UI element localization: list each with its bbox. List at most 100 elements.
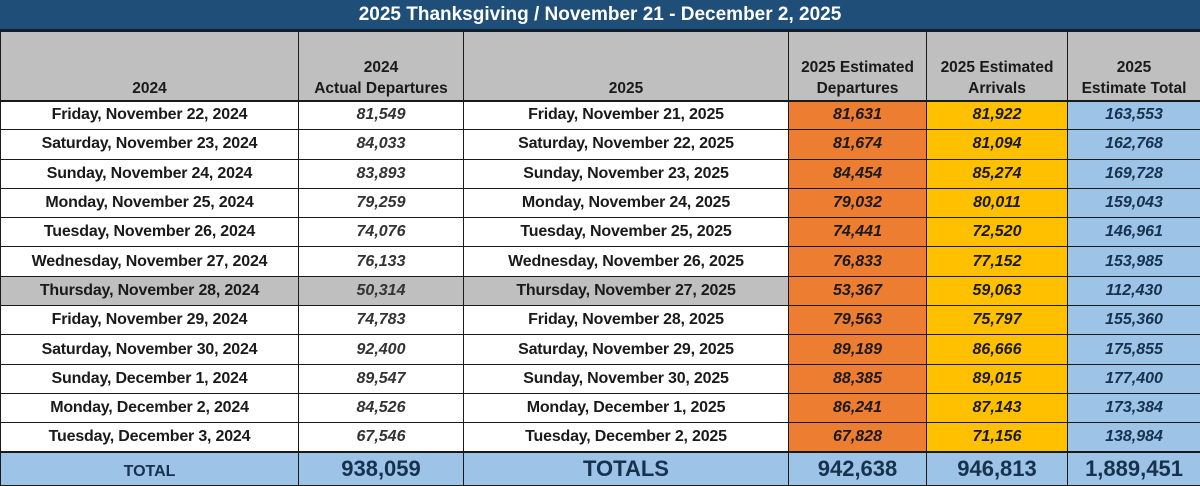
est-total-cell: 163,553 — [1068, 101, 1200, 130]
table-row: Monday, December 2, 2024 84,526 Monday, … — [1, 393, 1200, 422]
header-line2: Arrivals — [927, 78, 1067, 99]
total-est-departures: 942,638 — [789, 452, 927, 485]
date-2024-cell: Monday, December 2, 2024 — [1, 393, 299, 422]
departures-2024-cell: 84,033 — [299, 130, 464, 159]
date-2024-cell: Friday, November 22, 2024 — [1, 101, 299, 130]
est-total-cell: 146,961 — [1068, 218, 1200, 247]
table-row: Friday, November 29, 2024 74,783 Friday,… — [1, 306, 1200, 335]
departures-2024-cell: 74,783 — [299, 306, 464, 335]
est-departures-cell: 74,441 — [789, 218, 927, 247]
est-arrivals-cell: 77,152 — [927, 247, 1068, 276]
header-line1: 2025 — [1068, 57, 1200, 78]
date-2025-cell: Tuesday, December 2, 2025 — [464, 423, 789, 452]
departures-2024-cell: 83,893 — [299, 159, 464, 188]
header-line1: 2025 Estimated — [927, 57, 1067, 78]
est-departures-cell: 86,241 — [789, 393, 927, 422]
table-row: Saturday, November 30, 2024 92,400 Satur… — [1, 335, 1200, 364]
header-line1: 2025 Estimated — [789, 57, 926, 78]
date-2024-cell: Saturday, November 30, 2024 — [1, 335, 299, 364]
est-arrivals-cell: 86,666 — [927, 335, 1068, 364]
est-total-cell: 169,728 — [1068, 159, 1200, 188]
est-arrivals-cell: 71,156 — [927, 423, 1068, 452]
est-departures-cell: 84,454 — [789, 159, 927, 188]
est-departures-cell: 89,189 — [789, 335, 927, 364]
table-row: Tuesday, December 3, 2024 67,546 Tuesday… — [1, 423, 1200, 452]
est-total-cell: 155,360 — [1068, 306, 1200, 335]
total-2024-label: TOTAL — [1, 452, 299, 485]
date-2024-cell: Sunday, December 1, 2024 — [1, 364, 299, 393]
date-2024-cell: Wednesday, November 27, 2024 — [1, 247, 299, 276]
date-2024-cell: Friday, November 29, 2024 — [1, 306, 299, 335]
date-2025-cell: Thursday, November 27, 2025 — [464, 276, 789, 305]
est-departures-cell: 81,674 — [789, 130, 927, 159]
est-total-cell: 177,400 — [1068, 364, 1200, 393]
est-departures-cell: 76,833 — [789, 247, 927, 276]
departures-2024-cell: 79,259 — [299, 188, 464, 217]
table-title: 2025 Thanksgiving / November 21 - Decemb… — [0, 0, 1200, 31]
table-row: Tuesday, November 26, 2024 74,076 Tuesda… — [1, 218, 1200, 247]
est-total-cell: 153,985 — [1068, 247, 1200, 276]
est-arrivals-cell: 87,143 — [927, 393, 1068, 422]
est-arrivals-cell: 81,094 — [927, 130, 1068, 159]
departures-2024-cell: 67,546 — [299, 423, 464, 452]
date-2024-cell: Thursday, November 28, 2024 — [1, 276, 299, 305]
est-total-cell: 159,043 — [1068, 188, 1200, 217]
est-arrivals-cell: 75,797 — [927, 306, 1068, 335]
est-arrivals-cell: 89,015 — [927, 364, 1068, 393]
total-2024-departures: 938,059 — [299, 452, 464, 485]
est-arrivals-cell: 59,063 — [927, 276, 1068, 305]
date-2025-cell: Friday, November 28, 2025 — [464, 306, 789, 335]
est-arrivals-cell: 72,520 — [927, 218, 1068, 247]
date-2025-cell: Wednesday, November 26, 2025 — [464, 247, 789, 276]
header-2025-date: 2025 — [464, 32, 789, 101]
date-2024-cell: Saturday, November 23, 2024 — [1, 130, 299, 159]
total-est-total: 1,889,451 — [1068, 452, 1200, 485]
departures-2024-cell: 74,076 — [299, 218, 464, 247]
est-arrivals-cell: 80,011 — [927, 188, 1068, 217]
est-departures-cell: 67,828 — [789, 423, 927, 452]
header-line2: Estimate Total — [1068, 78, 1200, 99]
date-2025-cell: Saturday, November 29, 2025 — [464, 335, 789, 364]
est-total-cell: 112,430 — [1068, 276, 1200, 305]
est-arrivals-cell: 85,274 — [927, 159, 1068, 188]
header-line2: Actual Departures — [299, 78, 463, 99]
table-row: Sunday, December 1, 2024 89,547 Sunday, … — [1, 364, 1200, 393]
est-departures-cell: 81,631 — [789, 101, 927, 130]
est-total-cell: 175,855 — [1068, 335, 1200, 364]
date-2024-cell: Monday, November 25, 2024 — [1, 188, 299, 217]
est-total-cell: 162,768 — [1068, 130, 1200, 159]
header-line1: 2024 — [299, 57, 463, 78]
est-arrivals-cell: 81,922 — [927, 101, 1068, 130]
totals-2025-label: TOTALS — [464, 452, 789, 485]
header-2024-date: 2024 — [1, 32, 299, 101]
departures-2024-cell: 89,547 — [299, 364, 464, 393]
date-2025-cell: Sunday, November 30, 2025 — [464, 364, 789, 393]
est-departures-cell: 79,032 — [789, 188, 927, 217]
est-departures-cell: 53,367 — [789, 276, 927, 305]
table-row: Wednesday, November 27, 2024 76,133 Wedn… — [1, 247, 1200, 276]
header-row: 2024 2024 Actual Departures 2025 2025 Es… — [1, 32, 1200, 101]
date-2024-cell: Sunday, November 24, 2024 — [1, 159, 299, 188]
table-row: Friday, November 22, 2024 81,549 Friday,… — [1, 101, 1200, 130]
table-row: Monday, November 25, 2024 79,259 Monday,… — [1, 188, 1200, 217]
header-line2: 2024 — [1, 78, 298, 99]
est-total-cell: 138,984 — [1068, 423, 1200, 452]
departures-2024-cell: 50,314 — [299, 276, 464, 305]
totals-row: TOTAL 938,059 TOTALS 942,638 946,813 1,8… — [1, 452, 1200, 485]
table-row: Sunday, November 24, 2024 83,893 Sunday,… — [1, 159, 1200, 188]
departures-2024-cell: 81,549 — [299, 101, 464, 130]
header-2025-est-arrivals: 2025 Estimated Arrivals — [927, 32, 1068, 101]
departures-2024-cell: 92,400 — [299, 335, 464, 364]
est-total-cell: 173,384 — [1068, 393, 1200, 422]
header-line2: Departures — [789, 78, 926, 99]
date-2025-cell: Tuesday, November 25, 2025 — [464, 218, 789, 247]
thanksgiving-day-row: Thursday, November 28, 2024 50,314 Thurs… — [1, 276, 1200, 305]
travel-forecast-table: 2024 2024 Actual Departures 2025 2025 Es… — [0, 31, 1200, 486]
est-departures-cell: 88,385 — [789, 364, 927, 393]
date-2025-cell: Friday, November 21, 2025 — [464, 101, 789, 130]
date-2025-cell: Monday, December 1, 2025 — [464, 393, 789, 422]
departures-2024-cell: 76,133 — [299, 247, 464, 276]
date-2025-cell: Saturday, November 22, 2025 — [464, 130, 789, 159]
table-row: Saturday, November 23, 2024 84,033 Satur… — [1, 130, 1200, 159]
